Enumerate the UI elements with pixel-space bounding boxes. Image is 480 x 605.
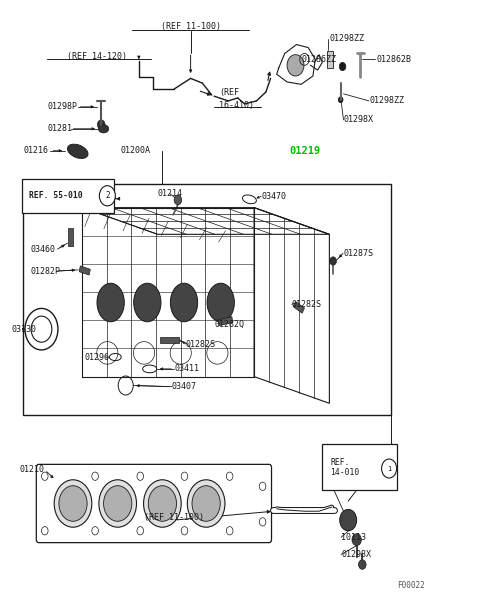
Circle shape <box>187 480 225 527</box>
Text: 012862B: 012862B <box>376 55 411 64</box>
Text: 01282P: 01282P <box>31 267 60 275</box>
Circle shape <box>54 480 92 527</box>
Circle shape <box>340 509 357 531</box>
FancyBboxPatch shape <box>36 465 272 543</box>
Ellipse shape <box>134 283 161 322</box>
Polygon shape <box>83 208 329 234</box>
Text: 01282S: 01282S <box>186 339 216 348</box>
Text: 03407: 03407 <box>172 382 197 391</box>
FancyBboxPatch shape <box>22 178 114 213</box>
Text: 01296: 01296 <box>85 353 110 362</box>
Bar <box>79 266 90 275</box>
Circle shape <box>25 309 58 350</box>
Text: (REF 14-120): (REF 14-120) <box>67 52 127 61</box>
Ellipse shape <box>67 144 88 159</box>
Text: 2: 2 <box>105 191 109 200</box>
Bar <box>23 184 391 415</box>
Ellipse shape <box>170 283 198 322</box>
Text: 14-010: 14-010 <box>330 468 360 477</box>
Circle shape <box>104 486 132 522</box>
Circle shape <box>148 486 177 522</box>
Text: 01287S: 01287S <box>344 249 373 258</box>
Circle shape <box>31 316 52 342</box>
Circle shape <box>97 120 105 129</box>
Circle shape <box>352 534 361 546</box>
Text: 01298ZZ: 01298ZZ <box>329 34 364 43</box>
Text: 16-410): 16-410) <box>219 101 254 110</box>
Circle shape <box>144 480 181 527</box>
Text: 01298ZZ: 01298ZZ <box>370 96 404 105</box>
Bar <box>293 301 304 313</box>
Polygon shape <box>83 208 254 376</box>
Text: 01216: 01216 <box>24 146 48 155</box>
Bar <box>160 337 179 343</box>
Text: 03470: 03470 <box>261 192 286 201</box>
Circle shape <box>339 62 346 71</box>
Text: 01298P: 01298P <box>47 102 77 111</box>
Text: F00022: F00022 <box>397 581 425 590</box>
Text: 01298X: 01298X <box>344 116 373 125</box>
Circle shape <box>174 195 181 204</box>
Text: 1: 1 <box>387 465 391 471</box>
Text: 01210: 01210 <box>20 465 45 474</box>
Text: (REF 11-100): (REF 11-100) <box>144 513 204 522</box>
Text: 01200A: 01200A <box>120 146 150 155</box>
Circle shape <box>287 54 304 76</box>
Circle shape <box>330 257 336 265</box>
Ellipse shape <box>97 283 124 322</box>
Polygon shape <box>254 208 329 404</box>
Circle shape <box>359 560 366 569</box>
Text: 01281: 01281 <box>47 124 72 133</box>
Text: REF.: REF. <box>330 458 350 467</box>
Text: REF. 55-010: REF. 55-010 <box>29 191 83 200</box>
Text: 10113: 10113 <box>341 533 366 542</box>
Text: 01282Q: 01282Q <box>214 320 244 329</box>
Circle shape <box>99 186 115 206</box>
Text: 01219: 01219 <box>289 146 321 155</box>
Text: 03411: 03411 <box>174 364 199 373</box>
Circle shape <box>382 459 396 478</box>
Bar <box>327 50 333 68</box>
Text: 03130: 03130 <box>12 325 37 334</box>
Circle shape <box>192 486 220 522</box>
Ellipse shape <box>98 125 109 133</box>
Text: 03460: 03460 <box>31 244 56 253</box>
Polygon shape <box>276 45 315 84</box>
Text: 01298X: 01298X <box>341 550 371 559</box>
Circle shape <box>338 97 343 103</box>
Text: (REF: (REF <box>219 88 239 97</box>
Circle shape <box>99 480 136 527</box>
Ellipse shape <box>207 283 234 322</box>
Text: 01214: 01214 <box>157 189 183 198</box>
Text: 01286ZZ: 01286ZZ <box>301 55 336 64</box>
Text: 01282S: 01282S <box>292 300 322 309</box>
Circle shape <box>59 486 87 522</box>
Bar <box>68 228 73 246</box>
FancyBboxPatch shape <box>323 444 396 491</box>
Text: (REF 11-100): (REF 11-100) <box>161 22 221 31</box>
Bar <box>218 316 233 325</box>
